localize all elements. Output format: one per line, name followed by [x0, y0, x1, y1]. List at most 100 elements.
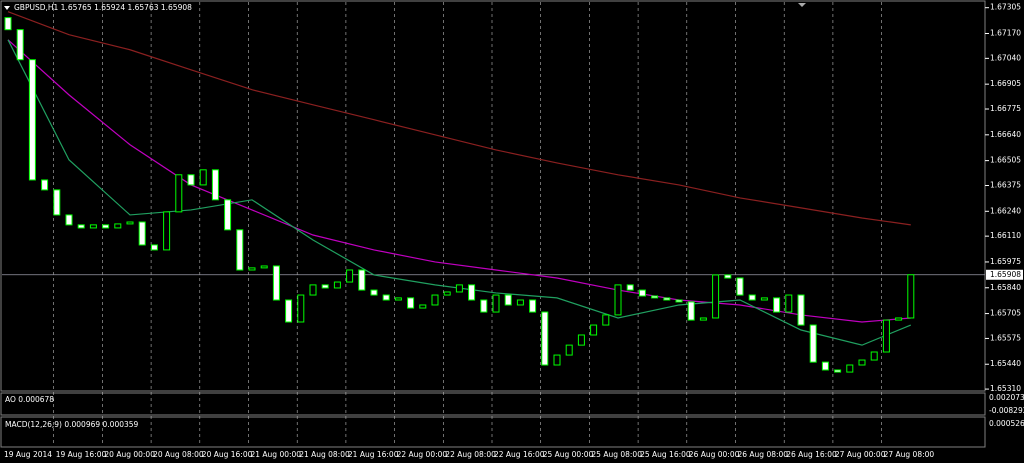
candle-body: [224, 199, 232, 231]
candle-body: [602, 314, 610, 326]
candle-body: [858, 359, 866, 366]
candle-body: [895, 317, 903, 321]
current-price-box: [986, 269, 1023, 280]
x-tick-label: 26 Aug 00:00: [689, 450, 740, 459]
candle-body: [28, 59, 36, 181]
candle-body: [199, 169, 207, 186]
x-tick-label: 20 Aug 00:00: [104, 450, 155, 459]
ao-scale-label: -0.008292: [989, 406, 1024, 415]
candle-body: [150, 244, 158, 251]
macd-label: MACD(12,26,9) 0.000969 0.000359: [5, 420, 139, 429]
candle-body: [211, 169, 219, 201]
candle-body: [407, 297, 415, 309]
ao-panel: [0, 392, 986, 416]
candle-body: [614, 284, 622, 316]
y-tick-label: 1.66375: [990, 180, 1021, 189]
x-tick-label: 22 Aug 00:00: [397, 450, 448, 459]
menu-triangle: [4, 6, 10, 10]
y-tick-label: 1.67305: [990, 3, 1021, 12]
y-tick-label: 1.66240: [990, 206, 1021, 215]
candle-body: [309, 284, 317, 296]
candle-body: [89, 224, 97, 229]
y-tick-label: 1.65310: [990, 384, 1021, 393]
candle-body: [638, 289, 646, 297]
candle-body: [882, 319, 890, 353]
y-tick-label: 1.65975: [990, 257, 1021, 266]
candle-body: [809, 324, 817, 363]
candle-body: [736, 277, 744, 296]
x-tick-label: 19 Aug 16:00: [56, 450, 107, 459]
candle-body: [699, 317, 707, 321]
candle-body: [77, 224, 85, 229]
y-tick-label: 1.66505: [990, 156, 1021, 165]
candle-body: [468, 284, 476, 301]
candle-body: [260, 265, 268, 269]
candle-body: [675, 299, 683, 303]
candle-body: [724, 274, 732, 279]
candle-body: [480, 299, 488, 313]
y-tick-label: 1.66110: [990, 231, 1021, 240]
candle-body: [163, 211, 171, 251]
x-tick-label: 25 Aug 16:00: [640, 450, 691, 459]
candle-body: [553, 354, 561, 366]
y-tick-label: 1.67040: [990, 53, 1021, 62]
x-tick-label: 21 Aug 08:00: [299, 450, 350, 459]
candle-body: [785, 294, 793, 313]
candle-body: [236, 229, 244, 271]
x-tick-label: 22 Aug 08:00: [445, 450, 496, 459]
y-tick-label: 1.66775: [990, 104, 1021, 113]
candle-body: [175, 174, 183, 213]
x-tick-label: 26 Aug 16:00: [786, 450, 837, 459]
candle-body: [370, 289, 378, 296]
candle-body: [797, 294, 805, 326]
candle-body: [870, 351, 878, 361]
candle-body: [382, 294, 390, 301]
candle-body: [541, 311, 549, 366]
candle-body: [529, 299, 537, 313]
candle-body: [4, 17, 12, 31]
candle-body: [626, 284, 634, 291]
candle-body: [321, 284, 329, 289]
y-tick-label: 1.65575: [990, 333, 1021, 342]
candle-body: [248, 267, 256, 271]
candle-body: [565, 344, 573, 356]
main-panel: [0, 0, 986, 392]
shift-marker: [798, 3, 806, 7]
candle-body: [687, 301, 695, 321]
candle-body: [65, 214, 73, 226]
current-price-label: 1.65908: [990, 270, 1021, 279]
x-tick-label: 22 Aug 16:00: [494, 450, 545, 459]
candle-body: [187, 174, 195, 186]
candle-body: [907, 274, 915, 319]
candle-body: [748, 294, 756, 301]
candle-body: [102, 224, 110, 229]
candle-body: [333, 281, 341, 289]
x-tick-label: 21 Aug 16:00: [348, 450, 399, 459]
y-tick-label: 1.66640: [990, 130, 1021, 139]
candle-body: [773, 297, 781, 313]
y-tick-label: 1.65840: [990, 283, 1021, 292]
candle-body: [834, 369, 842, 373]
macd-panel: [0, 416, 986, 448]
x-tick-label: 20 Aug 16:00: [202, 450, 253, 459]
moving-average: [7, 39, 912, 346]
candle-body: [41, 179, 49, 191]
candle-body: [443, 291, 451, 296]
candle-body: [114, 223, 122, 229]
candle-body: [651, 295, 659, 299]
ao-label: AO 0.000678: [5, 395, 54, 404]
candle-body: [431, 294, 439, 306]
x-tick-label: 25 Aug 08:00: [591, 450, 642, 459]
candle-body: [821, 361, 829, 371]
x-tick-label: 25 Aug 00:00: [543, 450, 594, 459]
x-tick-label: 26 Aug 08:00: [738, 450, 789, 459]
x-tick-label: 19 Aug 2014: [4, 450, 52, 459]
candle-body: [16, 29, 24, 61]
chart-title: GBPUSD,H1 1.65765 1.65924 1.65763 1.6590…: [14, 3, 192, 12]
candle-body: [504, 294, 512, 306]
candle-body: [53, 189, 61, 216]
candle-body: [663, 297, 671, 301]
